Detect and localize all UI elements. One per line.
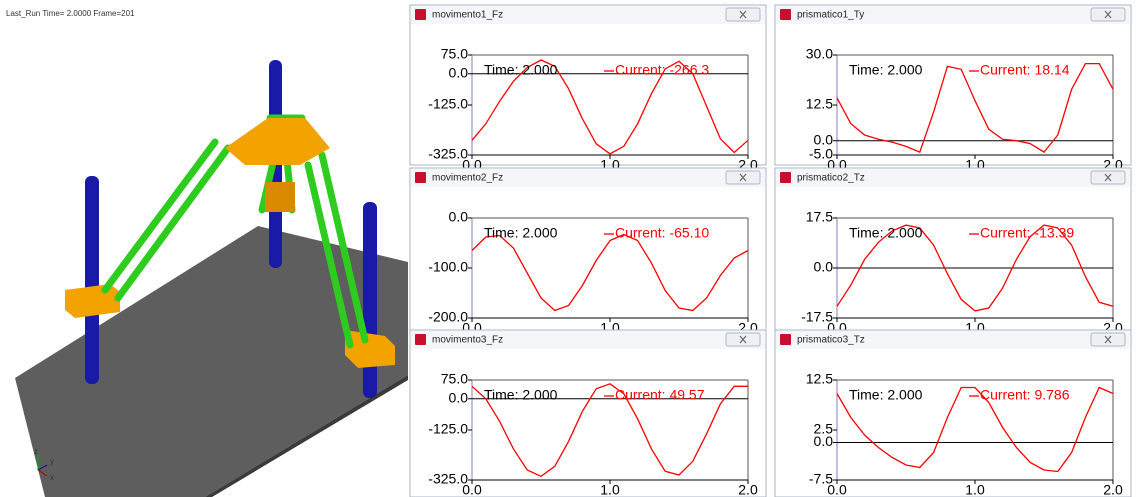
y-tick-label: 75.0 xyxy=(441,371,468,387)
time-label: Time: 2.000 xyxy=(484,62,558,78)
y-tick-label: -125.0 xyxy=(428,96,468,112)
time-label: Time: 2.000 xyxy=(484,387,558,403)
y-tick-label: -125.0 xyxy=(428,421,468,437)
y-tick-label: 0.0 xyxy=(449,64,469,80)
y-tick-label: 0.0 xyxy=(449,209,469,225)
window-title: movimento3_Fz xyxy=(432,335,503,346)
time-label: Time: 2.000 xyxy=(849,387,923,403)
y-tick-label: 0.0 xyxy=(814,433,834,449)
window-icon xyxy=(780,334,791,345)
current-label: Current: 18.14 xyxy=(980,62,1070,78)
post xyxy=(363,202,377,398)
post xyxy=(85,176,99,384)
window-icon xyxy=(415,334,426,345)
current-label: Current: 9.786 xyxy=(980,387,1070,403)
window-icon xyxy=(780,9,791,20)
window-icon xyxy=(780,172,791,183)
y-tick-label: 12.5 xyxy=(806,371,833,387)
x-tick-label: 0.0 xyxy=(462,482,482,497)
x-tick-label: 1.0 xyxy=(600,482,620,497)
window-title: prismatico2_Tz xyxy=(797,173,865,184)
window-icon xyxy=(415,9,426,20)
x-tick-label: 0.0 xyxy=(827,482,847,497)
y-tick-label: 12.5 xyxy=(806,96,833,112)
current-label: Current: -266.3 xyxy=(615,62,709,78)
window-frame xyxy=(775,168,1131,330)
x-tick-label: 2.0 xyxy=(738,482,758,497)
triad-label: z xyxy=(34,447,38,456)
current-label: Current: -13.39 xyxy=(980,225,1074,241)
window-icon xyxy=(415,172,426,183)
y-tick-label: 75.0 xyxy=(441,46,468,62)
slider-block xyxy=(65,284,120,318)
y-tick-label: 30.0 xyxy=(806,46,833,62)
y-tick-label: 17.5 xyxy=(806,209,833,225)
window-frame xyxy=(410,5,766,165)
x-tick-label: 1.0 xyxy=(965,482,985,497)
status-text: Last_Run Time= 2.0000 Frame=201 xyxy=(6,9,135,18)
window-title: movimento1_Fz xyxy=(432,10,503,21)
window-title: movimento2_Fz xyxy=(432,173,503,184)
window-title: prismatico3_Tz xyxy=(797,335,865,346)
screen: Last_Run Time= 2.0000 Frame=201 z y x m xyxy=(0,0,1136,497)
y-tick-label: -100.0 xyxy=(428,259,468,275)
current-label: Current: -65.10 xyxy=(615,225,709,241)
joint xyxy=(265,182,295,212)
current-label: Current: 49.57 xyxy=(615,387,705,403)
triad-label: x xyxy=(50,473,54,482)
y-tick-label: 0.0 xyxy=(814,259,834,275)
time-label: Time: 2.000 xyxy=(484,225,558,241)
window-title: prismatico1_Ty xyxy=(797,10,864,21)
time-label: Time: 2.000 xyxy=(849,225,923,241)
y-tick-label: 0.0 xyxy=(449,389,469,405)
x-tick-label: 2.0 xyxy=(1103,482,1123,497)
viewport-3d[interactable]: Last_Run Time= 2.0000 Frame=201 z y x xyxy=(0,0,408,497)
window-frame xyxy=(410,168,766,330)
time-label: Time: 2.000 xyxy=(849,62,923,78)
triad-label: y xyxy=(50,457,54,466)
